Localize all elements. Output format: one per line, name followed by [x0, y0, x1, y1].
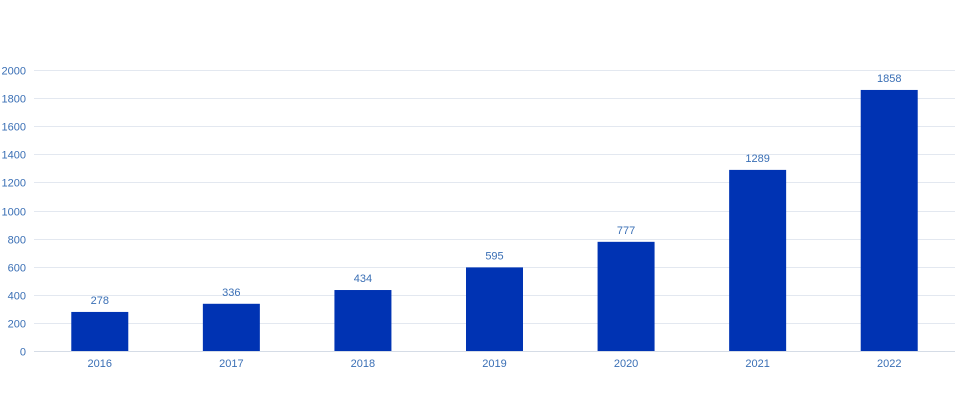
y-tick-label: 800 [8, 235, 26, 247]
data-label: 1858 [877, 73, 901, 85]
x-tick-label: 2022 [877, 358, 901, 370]
x-axis-ticks: 2016 2017 2018 2019 2020 2021 2022 [88, 358, 902, 370]
y-tick-label: 1800 [2, 94, 26, 106]
x-tick-label: 2019 [482, 358, 506, 370]
gridlines [34, 70, 955, 352]
y-tick-label: 0 [20, 347, 26, 359]
y-tick-label: 200 [8, 319, 26, 331]
y-axis-ticks: 0 200 400 600 800 1000 1200 1400 1600 1800 2000 [2, 66, 26, 359]
bar-2022 [860, 89, 918, 352]
x-tick-label: 2021 [745, 358, 769, 370]
x-tick-label: 2016 [88, 358, 112, 370]
data-labels: 278 336 434 595 777 1289 1858 [91, 73, 902, 307]
x-tick-label: 2017 [219, 358, 243, 370]
bar-2016 [71, 311, 129, 351]
bar-2017 [202, 303, 260, 351]
x-tick-label: 2020 [614, 358, 638, 370]
x-tick-label: 2018 [351, 358, 375, 370]
y-tick-label: 2000 [2, 66, 26, 78]
bar-2020 [597, 241, 655, 351]
y-tick-label: 1000 [2, 207, 26, 219]
data-label: 595 [485, 250, 503, 262]
data-label: 1289 [745, 153, 769, 165]
data-label: 278 [91, 295, 109, 307]
y-tick-label: 400 [8, 291, 26, 303]
data-label: 434 [354, 273, 372, 285]
data-label: 777 [617, 225, 635, 237]
bars [71, 89, 918, 352]
y-tick-label: 1600 [2, 122, 26, 134]
bar-2019 [466, 267, 523, 351]
bar-2021 [729, 169, 787, 351]
y-tick-label: 600 [8, 263, 26, 275]
bar-2018 [334, 290, 392, 351]
y-tick-label: 1400 [2, 150, 26, 162]
data-label: 336 [222, 287, 240, 299]
y-tick-label: 1200 [2, 178, 26, 190]
